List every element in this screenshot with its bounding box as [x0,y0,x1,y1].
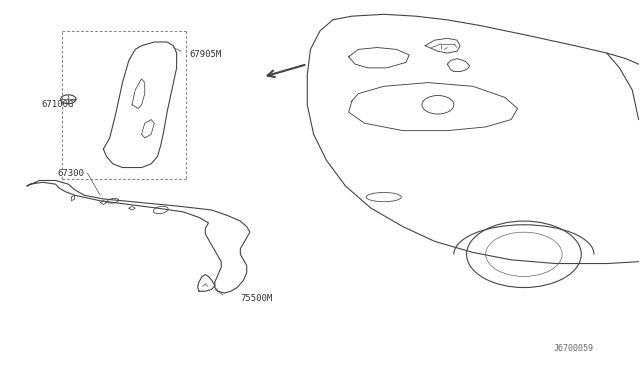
Text: 67905M: 67905M [189,51,221,60]
Text: 67100G: 67100G [41,100,73,109]
Text: 75500M: 75500M [241,294,273,303]
Text: J6700059: J6700059 [554,344,594,353]
Text: 67300: 67300 [58,169,84,177]
